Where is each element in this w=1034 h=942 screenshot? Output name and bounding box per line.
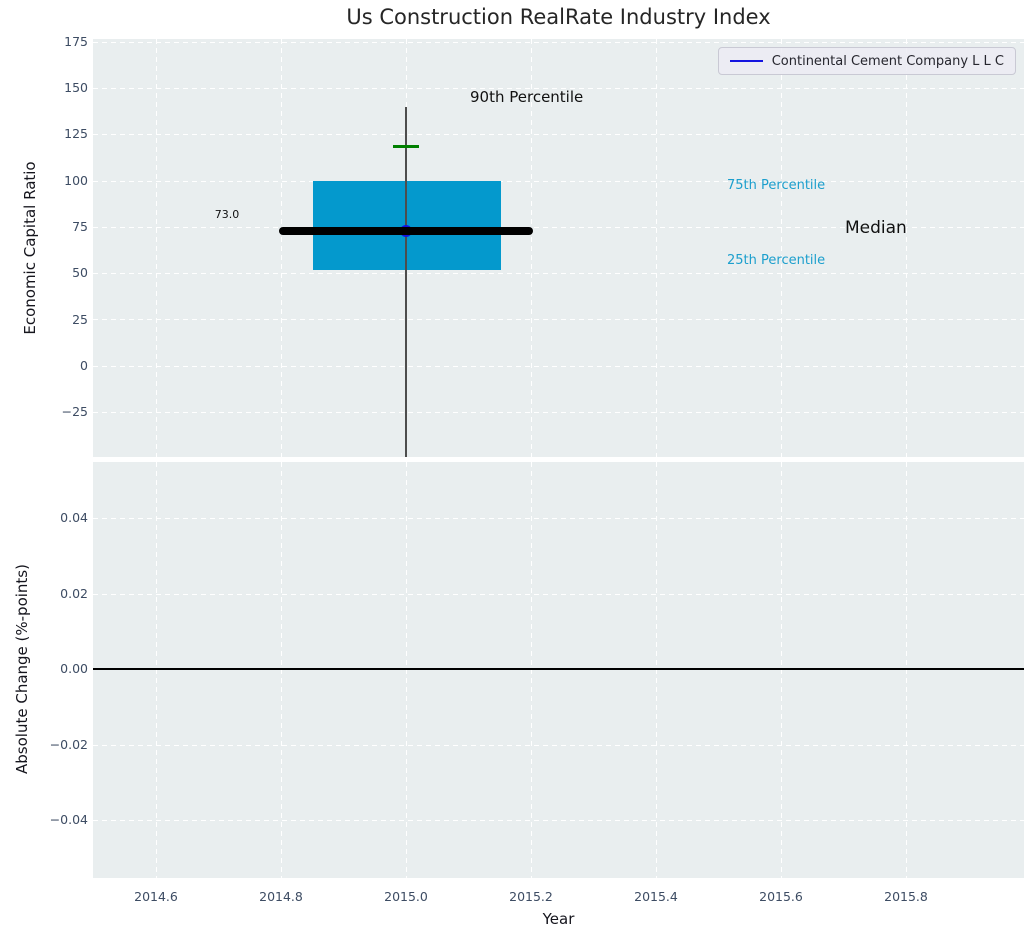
zero-baseline <box>93 668 1024 670</box>
median-label: Median <box>845 218 907 238</box>
gridline-h <box>93 88 1024 90</box>
whisker-line <box>405 107 407 457</box>
xtick: 2015.0 <box>384 889 428 904</box>
legend-line-sample <box>729 59 763 63</box>
ytick: 0.02 <box>60 586 88 601</box>
xtick: 2015.4 <box>634 889 678 904</box>
gridline-v <box>656 462 658 878</box>
ytick: 50 <box>72 265 88 280</box>
gridline-v <box>281 462 283 878</box>
xtick: 2015.6 <box>759 889 803 904</box>
p90-cap[interactable] <box>393 145 419 148</box>
xtick: 2014.6 <box>134 889 178 904</box>
ytick: 175 <box>64 34 88 49</box>
p90-label: 90th Percentile <box>470 88 584 106</box>
ytick: 25 <box>72 312 88 327</box>
legend[interactable]: Continental Cement Company L L C <box>717 47 1016 75</box>
ytick: 0.00 <box>60 661 88 676</box>
legend-label: Continental Cement Company L L C <box>771 53 1004 69</box>
ytick: 75 <box>72 219 88 234</box>
gridline-v <box>906 39 908 457</box>
ytick: −0.04 <box>49 812 88 827</box>
gridline-h <box>93 273 1024 275</box>
top-plot-area: 90th Percentile 73.0 75th Percentile Med… <box>93 39 1024 457</box>
gridline-h <box>93 181 1024 183</box>
ytick: −0.02 <box>49 737 88 752</box>
gridline-h <box>93 227 1024 229</box>
gridline-v <box>781 462 783 878</box>
gridline-v <box>656 39 658 457</box>
gridline-v <box>281 39 283 457</box>
gridline-h <box>93 745 1024 747</box>
bottom-y-axis-label: Absolute Change (%-points) <box>13 564 31 774</box>
gridline-v <box>906 462 908 878</box>
xtick: 2015.2 <box>509 889 553 904</box>
gridline-v <box>406 462 408 878</box>
gridline-v <box>156 462 158 878</box>
gridline-h <box>93 134 1024 136</box>
ytick: 0.04 <box>60 510 88 525</box>
ytick: 125 <box>64 126 88 141</box>
gridline-h <box>93 42 1024 44</box>
x-axis-label: Year <box>542 910 575 928</box>
gridline-h <box>93 518 1024 520</box>
top-y-axis-label: Economic Capital Ratio <box>21 161 39 335</box>
gridline-h <box>93 412 1024 414</box>
gridline-v <box>531 39 533 457</box>
ytick: 100 <box>64 173 88 188</box>
p75-label: 75th Percentile <box>727 178 826 193</box>
gridline-h <box>93 319 1024 321</box>
median-value-label: 73.0 <box>214 208 240 221</box>
gridline-h <box>93 366 1024 368</box>
bottom-plot-area <box>93 462 1024 878</box>
gridline-v <box>156 39 158 457</box>
xtick: 2014.8 <box>259 889 303 904</box>
ytick: 0 <box>80 358 88 373</box>
gridline-v <box>531 462 533 878</box>
ytick: 150 <box>64 80 88 95</box>
p25-label: 25th Percentile <box>727 253 826 268</box>
ytick: −25 <box>61 404 88 419</box>
gridline-v <box>781 39 783 457</box>
gridline-h <box>93 820 1024 822</box>
chart-title: Us Construction RealRate Industry Index <box>346 5 771 29</box>
xtick: 2015.8 <box>884 889 928 904</box>
gridline-h <box>93 594 1024 596</box>
median-line[interactable] <box>279 227 533 235</box>
